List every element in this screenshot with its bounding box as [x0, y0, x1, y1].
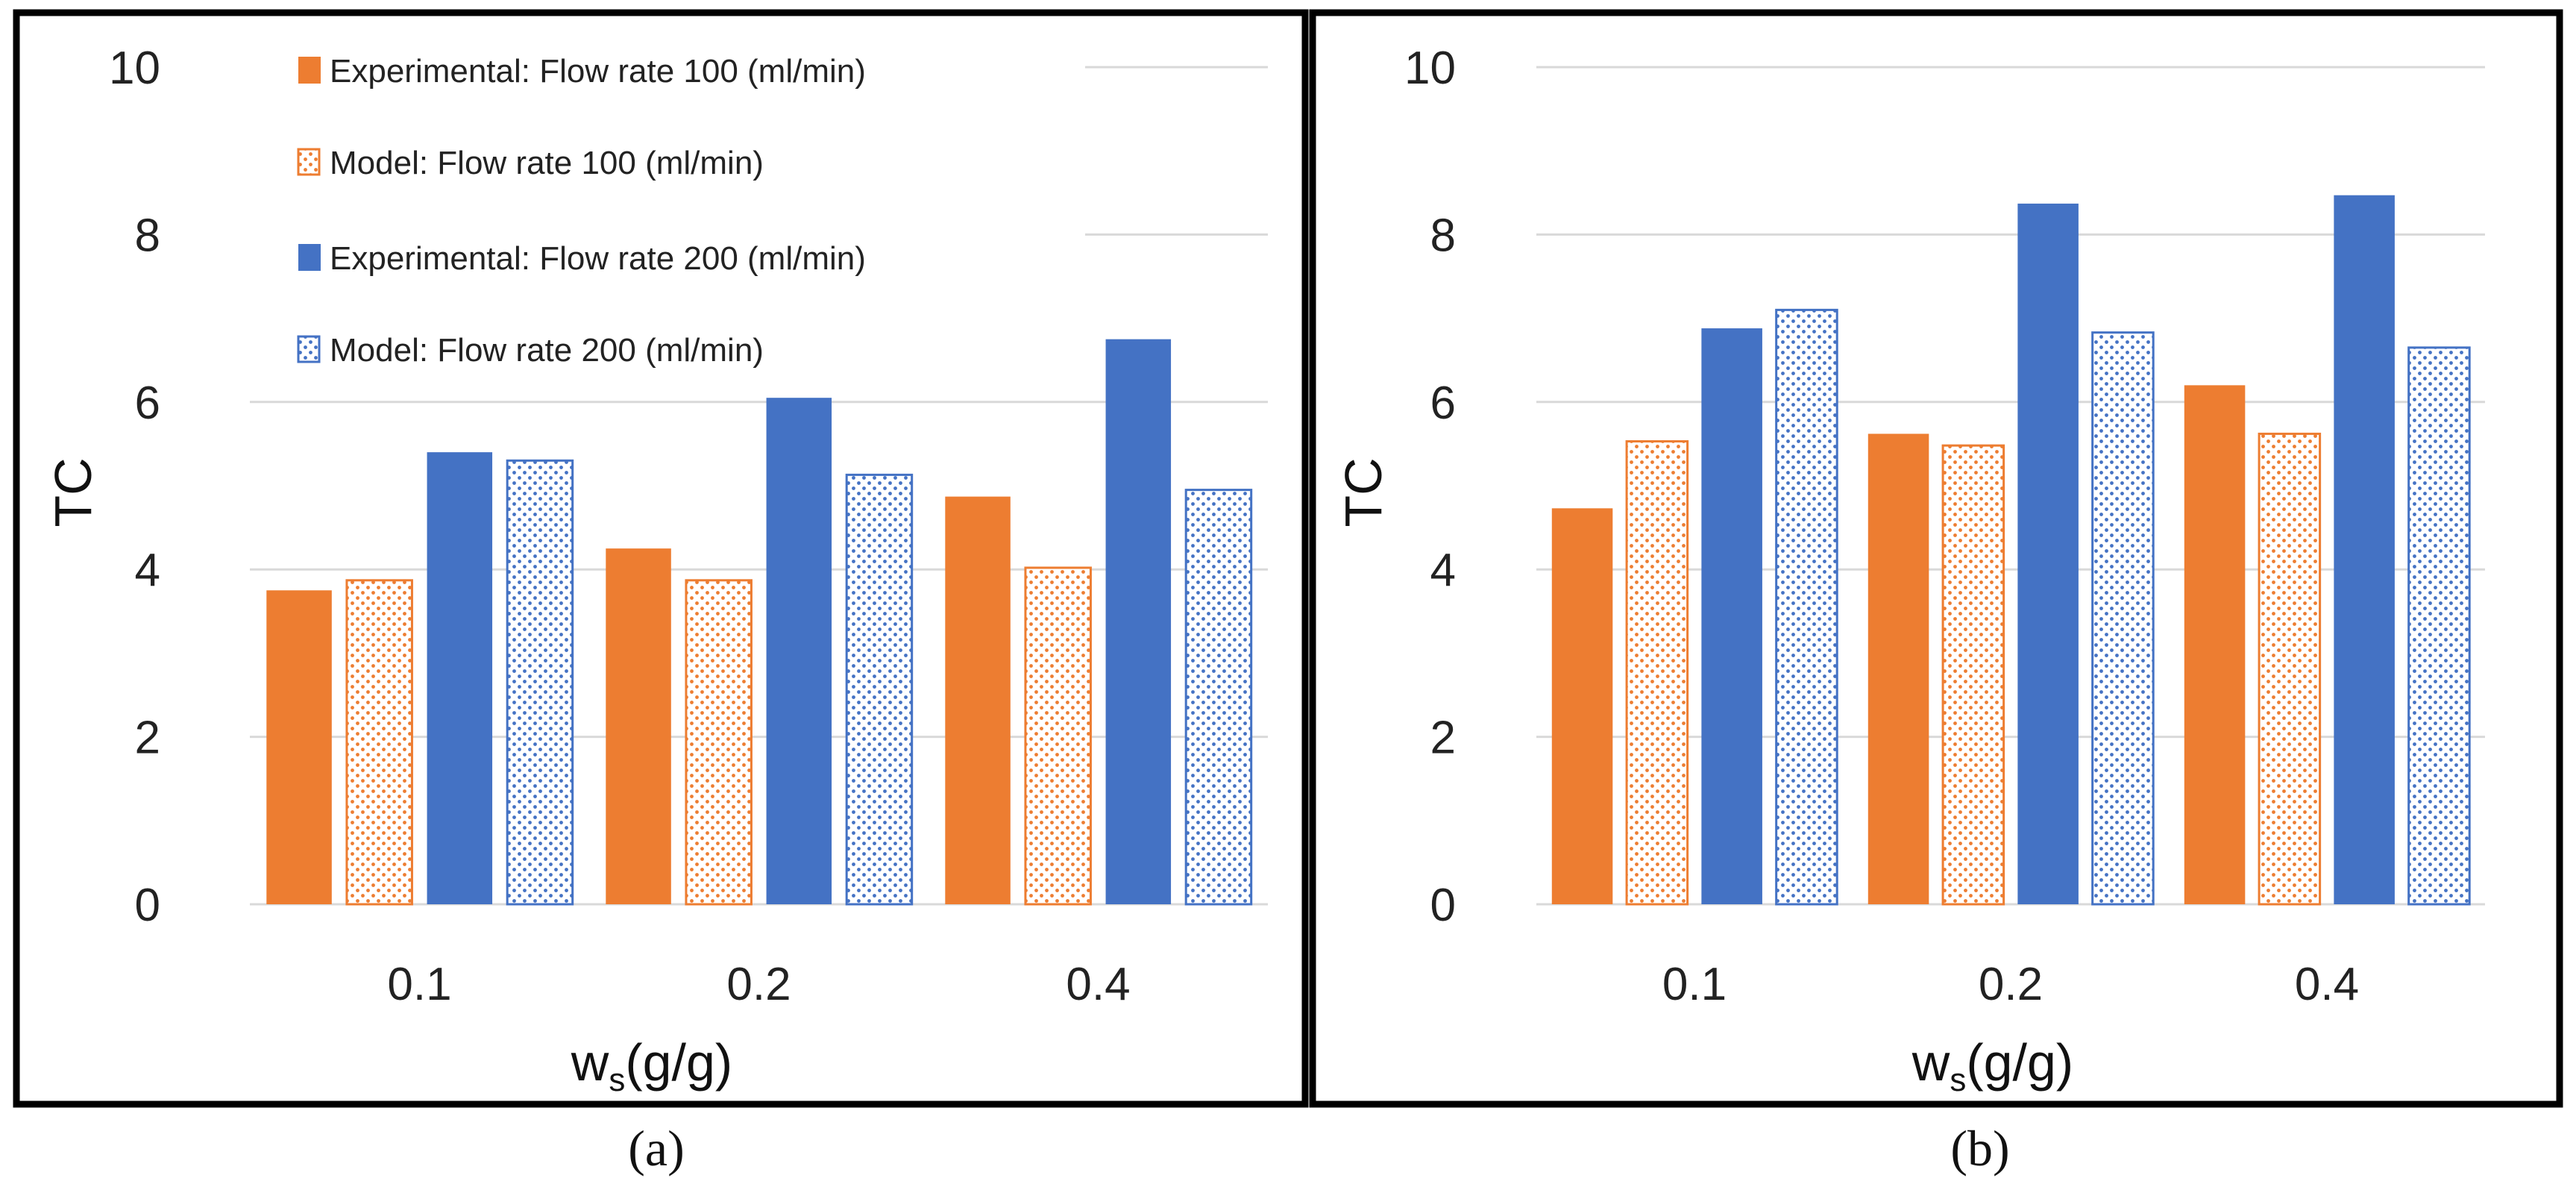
x-category-label: 0.4 — [2295, 959, 2359, 1010]
bar-orange-solid-0.4 — [2184, 385, 2246, 904]
bar-blue-solid-0.2 — [2017, 203, 2079, 904]
bar-orange-dotted-0.4 — [1024, 566, 1092, 906]
panel-a-frame — [13, 9, 1309, 1108]
bar-orange-solid-0.4 — [945, 496, 1011, 904]
x-category-label: 0.4 — [1066, 959, 1130, 1010]
legend-label-exp-100: Experimental: Flow rate 100 (ml/min) — [330, 53, 866, 90]
legend-swatch-model-200 — [297, 335, 321, 363]
x-axis-title-b-sub: s — [1950, 1062, 1966, 1098]
y-tick-label: 8 — [1430, 210, 1456, 261]
x-axis-title-a: ws(g/g) — [571, 1033, 733, 1098]
bar-blue-dotted-0.4 — [2407, 346, 2471, 906]
bar-orange-dotted-0.4 — [2258, 432, 2322, 906]
bar-orange-solid-0.2 — [606, 548, 671, 904]
legend-label-model-200: Model: Flow rate 200 (ml/min) — [330, 332, 764, 369]
bar-blue-solid-0.4 — [2334, 195, 2395, 904]
chart-b: 0 2 4 6 8 10 0.1 0.2 0.4 — [1404, 43, 2485, 1010]
bar-blue-dotted-0.2 — [845, 473, 914, 906]
bar-orange-solid-0.1 — [1551, 508, 1613, 904]
y-tick-label: 6 — [1430, 378, 1456, 429]
y-tick-label: 8 — [135, 210, 160, 261]
legend: Experimental: Flow rate 100 (ml/min) Mod… — [297, 53, 866, 369]
x-axis-title-a-sub: s — [609, 1062, 625, 1098]
bar-blue-solid-0.2 — [766, 398, 832, 904]
x-category-label: 0.1 — [387, 959, 451, 1010]
panel-label-b: (b) — [1950, 1120, 2009, 1177]
y-axis-title-b: TC — [1334, 457, 1392, 527]
bar-orange-dotted-0.2 — [1941, 444, 2005, 906]
y-tick-label: 2 — [135, 713, 160, 764]
bar-blue-dotted-0.4 — [1184, 489, 1253, 906]
x-axis-title-b: ws(g/g) — [1911, 1033, 2074, 1098]
bar-orange-dotted-0.1 — [1625, 440, 1689, 906]
legend-label-exp-200: Experimental: Flow rate 200 (ml/min) — [330, 240, 866, 277]
x-category-label: 0.2 — [1979, 959, 2043, 1010]
bar-orange-solid-0.1 — [266, 590, 332, 904]
panel-b-frame — [1309, 9, 2563, 1108]
y-axis-title-a: TC — [44, 457, 102, 527]
legend-swatch-exp-200 — [298, 244, 321, 271]
bar-orange-dotted-0.1 — [345, 579, 413, 906]
y-tick-label: 2 — [1430, 713, 1456, 764]
bar-blue-solid-0.4 — [1105, 339, 1172, 904]
legend-swatch-model-100 — [297, 148, 321, 176]
bar-blue-solid-0.1 — [427, 452, 493, 904]
y-tick-label: 4 — [1430, 545, 1456, 596]
y-tick-label: 6 — [135, 378, 160, 429]
bar-blue-dotted-0.1 — [506, 459, 574, 906]
x-axis-title-a-main: w — [571, 1033, 609, 1092]
bar-blue-dotted-0.2 — [2091, 331, 2155, 906]
x-axis-title-b-rest: (g/g) — [1966, 1033, 2073, 1092]
bar-orange-dotted-0.2 — [685, 579, 753, 906]
x-axis-title-a-rest: (g/g) — [625, 1033, 732, 1092]
x-category-label: 0.1 — [1662, 959, 1727, 1010]
x-axis-title-b-main: w — [1911, 1033, 1950, 1092]
bar-blue-dotted-0.1 — [1775, 308, 1838, 906]
panel-label-a: (a) — [628, 1120, 684, 1177]
chart-a: 0 2 4 6 8 10 0.1 0.2 0.4 — [109, 43, 1268, 1010]
y-tick-label: 10 — [1404, 43, 1456, 94]
y-tick-label: 0 — [135, 880, 160, 931]
bar-orange-solid-0.2 — [1867, 433, 1929, 904]
y-tick-label: 4 — [135, 545, 160, 596]
y-tick-label: 10 — [109, 43, 160, 94]
y-tick-label: 0 — [1430, 880, 1456, 931]
legend-swatch-exp-100 — [298, 57, 321, 84]
legend-label-model-100: Model: Flow rate 100 (ml/min) — [330, 145, 764, 181]
x-category-label: 0.2 — [726, 959, 791, 1010]
bar-blue-solid-0.1 — [1701, 328, 1762, 905]
